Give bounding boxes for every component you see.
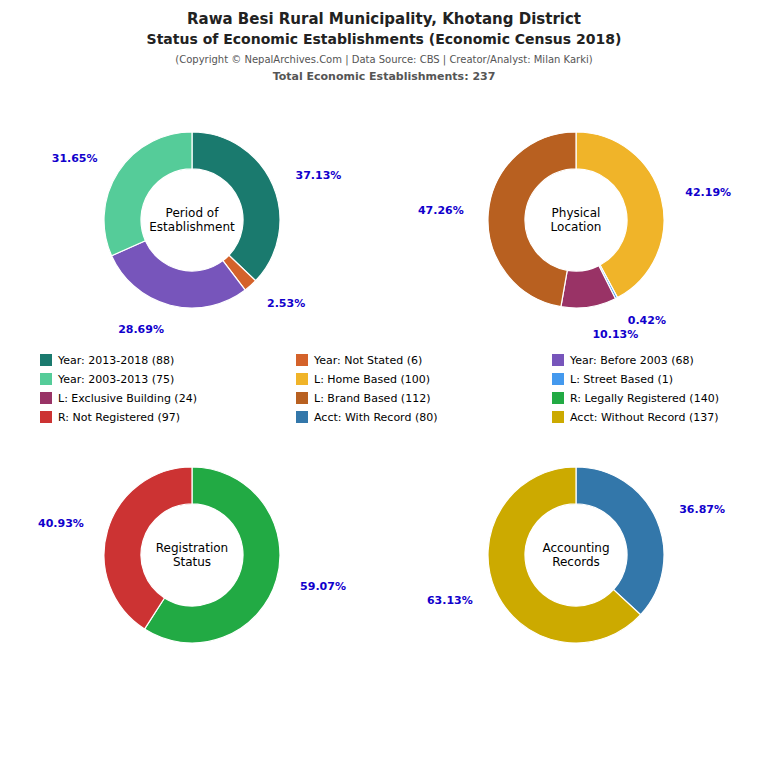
legend-entry: Year: Not Stated (6) [313,354,422,367]
background [0,0,768,768]
legend-swatch [40,411,52,423]
legend-swatch [40,392,52,404]
data-label: 31.65% [52,152,98,165]
center-label: RegistrationStatus [156,541,228,569]
donut [104,467,280,643]
slice [561,266,615,308]
legend-entry: L: Exclusive Building (24) [58,392,197,405]
data-label: 63.13% [427,594,473,607]
donut [488,467,664,643]
legend-swatch [296,392,308,404]
donut [104,132,280,308]
data-label: 36.87% [679,503,725,516]
legend-entry: L: Brand Based (112) [314,392,430,405]
center-label: PhysicalLocation [551,206,602,234]
legend-swatch [296,354,308,366]
legend-swatch [552,392,564,404]
legend-swatch [296,373,308,385]
slice [488,467,641,643]
legend-entry: Year: Before 2003 (68) [569,354,694,367]
annotation: Total Economic Establishments: 237 [273,70,496,83]
slice [112,241,246,308]
title: Rawa Besi Rural Municipality, Khotang Di… [187,10,581,28]
center-label: Period ofEstablishment [149,206,235,234]
legend-entry: L: Home Based (100) [314,373,430,386]
legend-entry: L: Street Based (1) [570,373,673,386]
chart: Rawa Besi Rural Municipality, Khotang Di… [0,0,768,768]
data-label: 42.19% [685,186,731,199]
legend-swatch [552,411,564,423]
legend: Year: 2013-2018 (88) Year: Not Stated (6)… [40,354,719,424]
legend-swatch [40,354,52,366]
data-label: 0.42% [628,314,666,327]
data-label: 40.93% [38,517,84,530]
data-label: 2.53% [267,297,305,310]
donut [488,132,664,308]
data-label: 37.13% [296,169,342,182]
data-label: 47.26% [418,204,464,217]
center-label: AccountingRecords [542,541,609,569]
legend-swatch [40,373,52,385]
subtitle: Status of Economic Establishments (Econo… [147,31,622,47]
legend-entry: R: Not Registered (97) [58,411,180,424]
legend-entry: Year: 2013-2018 (88) [57,354,174,367]
slice [104,132,192,256]
data-label: 10.13% [592,328,638,341]
legend-swatch [552,373,564,385]
annotation: (Copyright © NepalArchives.Com | Data So… [175,54,592,66]
legend-swatch [296,411,308,423]
legend-entry: Year: 2003-2013 (75) [57,373,174,386]
legend-entry: Acct: With Record (80) [314,411,438,424]
legend-swatch [552,354,564,366]
legend-entry: R: Legally Registered (140) [570,392,719,405]
legend-entry: Acct: Without Record (137) [570,411,719,424]
data-label: 59.07% [300,580,346,593]
data-label: 28.69% [118,323,164,336]
